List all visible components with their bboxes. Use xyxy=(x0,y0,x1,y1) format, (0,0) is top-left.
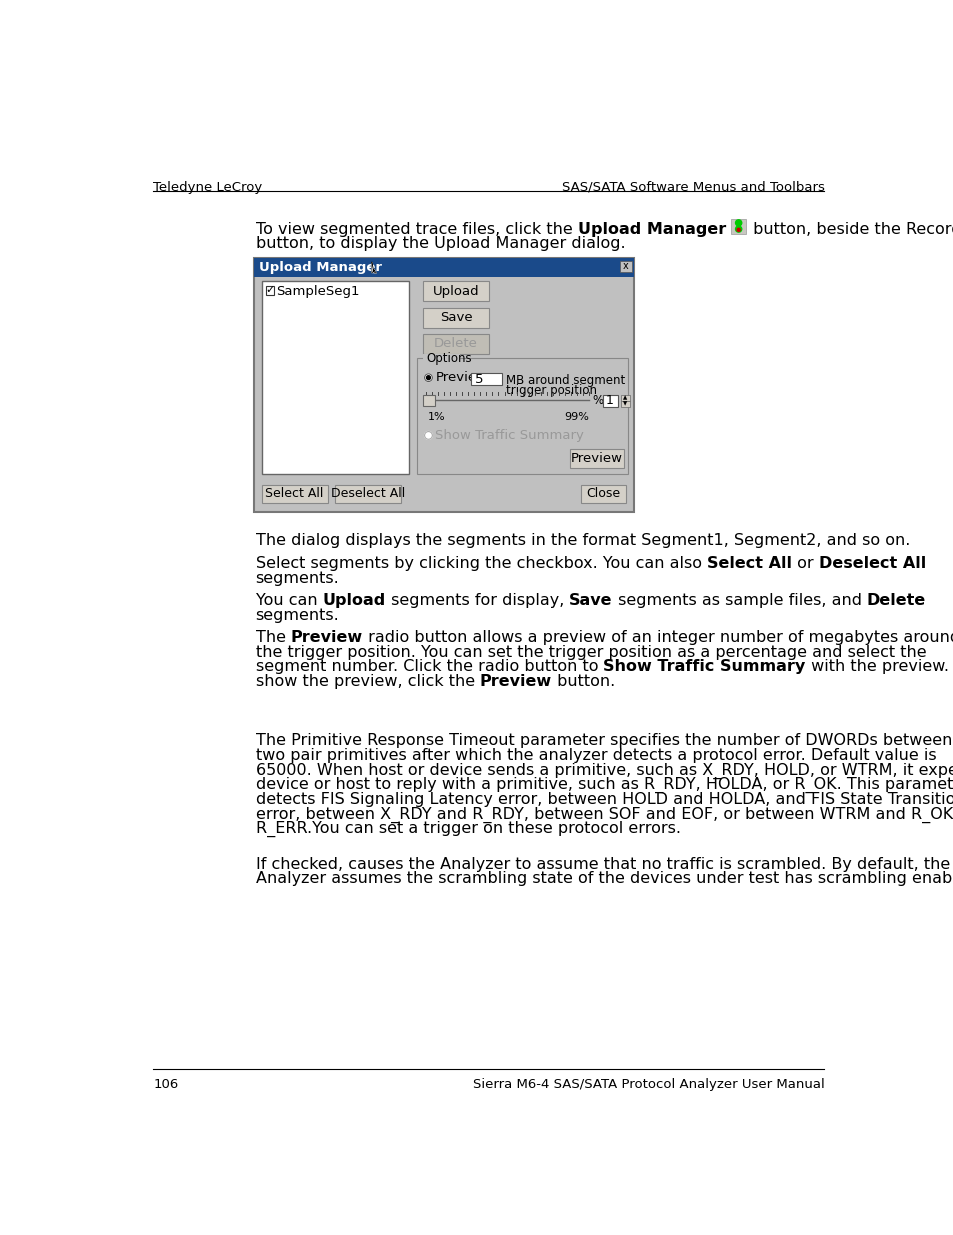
Text: 65000. When host or device sends a primitive, such as X_RDY, HOLD, or WTRM, it e: 65000. When host or device sends a primi… xyxy=(255,763,953,779)
FancyBboxPatch shape xyxy=(261,282,409,474)
FancyBboxPatch shape xyxy=(580,484,625,503)
Text: Deselect All: Deselect All xyxy=(331,488,405,500)
Circle shape xyxy=(735,226,741,232)
FancyBboxPatch shape xyxy=(730,219,745,235)
Text: Delete: Delete xyxy=(434,337,477,351)
Text: Save: Save xyxy=(439,311,472,324)
Text: Show Traffic Summary: Show Traffic Summary xyxy=(602,659,804,674)
FancyBboxPatch shape xyxy=(253,258,633,513)
Circle shape xyxy=(424,431,432,440)
Text: error, between X_RDY and R_RDY, between SOF and EOF, or between WTRM and R_OK or: error, between X_RDY and R_RDY, between … xyxy=(255,806,953,823)
FancyBboxPatch shape xyxy=(471,373,501,385)
Text: MB around segment: MB around segment xyxy=(505,374,624,387)
FancyBboxPatch shape xyxy=(422,395,435,406)
Circle shape xyxy=(737,228,740,231)
FancyBboxPatch shape xyxy=(620,395,629,401)
Text: button, beside the Record: button, beside the Record xyxy=(747,222,953,237)
FancyBboxPatch shape xyxy=(569,450,623,468)
Text: device or host to reply with a primitive, such as R_RDY, HOLDA, or R_OK. This pa: device or host to reply with a primitive… xyxy=(255,777,953,794)
FancyBboxPatch shape xyxy=(602,395,618,406)
Text: button, to display the Upload Manager dialog.: button, to display the Upload Manager di… xyxy=(255,236,624,251)
Text: The: The xyxy=(255,630,291,645)
Text: Save: Save xyxy=(569,593,612,609)
FancyBboxPatch shape xyxy=(422,353,459,363)
Text: ▲: ▲ xyxy=(622,395,627,400)
Text: 106: 106 xyxy=(153,1078,178,1092)
Text: The Primitive Response Timeout parameter specifies the number of DWORDs between: The Primitive Response Timeout parameter… xyxy=(255,734,951,748)
Text: Deselect All: Deselect All xyxy=(818,556,924,572)
FancyBboxPatch shape xyxy=(416,358,627,474)
Text: two pair primitives after which the analyzer detects a protocol error. Default v: two pair primitives after which the anal… xyxy=(255,748,935,763)
Text: Upload: Upload xyxy=(433,285,478,298)
FancyBboxPatch shape xyxy=(619,261,631,272)
Text: Upload Manager: Upload Manager xyxy=(258,262,381,274)
Text: Preview: Preview xyxy=(435,372,487,384)
Text: 99%: 99% xyxy=(563,412,588,422)
Circle shape xyxy=(426,375,430,379)
Text: ✓: ✓ xyxy=(265,285,274,295)
Text: Preview: Preview xyxy=(570,452,622,466)
Text: 1%: 1% xyxy=(427,412,445,422)
Text: %: % xyxy=(592,394,602,408)
Text: button.: button. xyxy=(552,674,615,689)
Circle shape xyxy=(424,374,432,382)
Text: To view segmented trace files, click the: To view segmented trace files, click the xyxy=(255,222,577,237)
FancyBboxPatch shape xyxy=(266,287,274,294)
Text: Select All: Select All xyxy=(706,556,791,572)
Text: SampleSeg1: SampleSeg1 xyxy=(276,285,359,299)
Text: detects FIS Signaling Latency error, between HOLD and HOLDA, and FIS State Trans: detects FIS Signaling Latency error, bet… xyxy=(255,792,953,806)
Text: Show Traffic Summary: Show Traffic Summary xyxy=(435,429,583,442)
Text: 1: 1 xyxy=(605,394,613,408)
Text: Select segments by clicking the checkbox. You can also: Select segments by clicking the checkbox… xyxy=(255,556,706,572)
Text: Teledyne LeCroy: Teledyne LeCroy xyxy=(153,180,262,194)
Text: Upload Manager: Upload Manager xyxy=(577,222,725,237)
Text: If checked, causes the Analyzer to assume that no traffic is scrambled. By defau: If checked, causes the Analyzer to assum… xyxy=(255,857,949,872)
FancyBboxPatch shape xyxy=(422,308,488,327)
Text: Preview: Preview xyxy=(291,630,362,645)
Text: segments.: segments. xyxy=(255,571,339,585)
Text: or: or xyxy=(791,556,818,572)
Text: Upload: Upload xyxy=(322,593,385,609)
Text: Delete: Delete xyxy=(866,593,925,609)
Text: with the preview. To: with the preview. To xyxy=(804,659,953,674)
Text: x: x xyxy=(622,262,628,272)
Text: Close: Close xyxy=(586,488,620,500)
FancyBboxPatch shape xyxy=(253,258,633,277)
Text: The dialog displays the segments in the format Segment1, Segment2, and so on.: The dialog displays the segments in the … xyxy=(255,534,909,548)
Text: Analyzer assumes the scrambling state of the devices under test has scrambling e: Analyzer assumes the scrambling state of… xyxy=(255,871,953,887)
Text: radio button allows a preview of an integer number of megabytes around: radio button allows a preview of an inte… xyxy=(362,630,953,645)
Text: R_ERR.You can set a trigger on these protocol errors.: R_ERR.You can set a trigger on these pro… xyxy=(255,821,679,837)
Text: Select All: Select All xyxy=(265,488,323,500)
Text: ▼: ▼ xyxy=(622,401,627,406)
FancyBboxPatch shape xyxy=(422,333,488,353)
Text: Options: Options xyxy=(426,352,472,364)
Text: Preview: Preview xyxy=(479,674,552,689)
Text: SAS/SATA Software Menus and Toolbars: SAS/SATA Software Menus and Toolbars xyxy=(561,180,823,194)
FancyBboxPatch shape xyxy=(422,282,488,301)
Text: 5: 5 xyxy=(475,373,483,385)
Text: segments for display,: segments for display, xyxy=(385,593,569,609)
Text: segment number. Click the radio button to: segment number. Click the radio button t… xyxy=(255,659,602,674)
Text: Sierra M6-4 SAS/SATA Protocol Analyzer User Manual: Sierra M6-4 SAS/SATA Protocol Analyzer U… xyxy=(473,1078,823,1092)
FancyBboxPatch shape xyxy=(335,484,401,503)
FancyBboxPatch shape xyxy=(261,484,328,503)
Polygon shape xyxy=(372,262,376,273)
Text: segments as sample files, and: segments as sample files, and xyxy=(612,593,866,609)
Text: trigger position: trigger position xyxy=(505,384,597,396)
Text: the trigger position. You can set the trigger position as a percentage and selec: the trigger position. You can set the tr… xyxy=(255,645,925,659)
Text: You can: You can xyxy=(255,593,322,609)
Text: segments.: segments. xyxy=(255,608,339,622)
FancyBboxPatch shape xyxy=(620,401,629,406)
Text: show the preview, click the: show the preview, click the xyxy=(255,674,479,689)
Circle shape xyxy=(735,220,741,226)
